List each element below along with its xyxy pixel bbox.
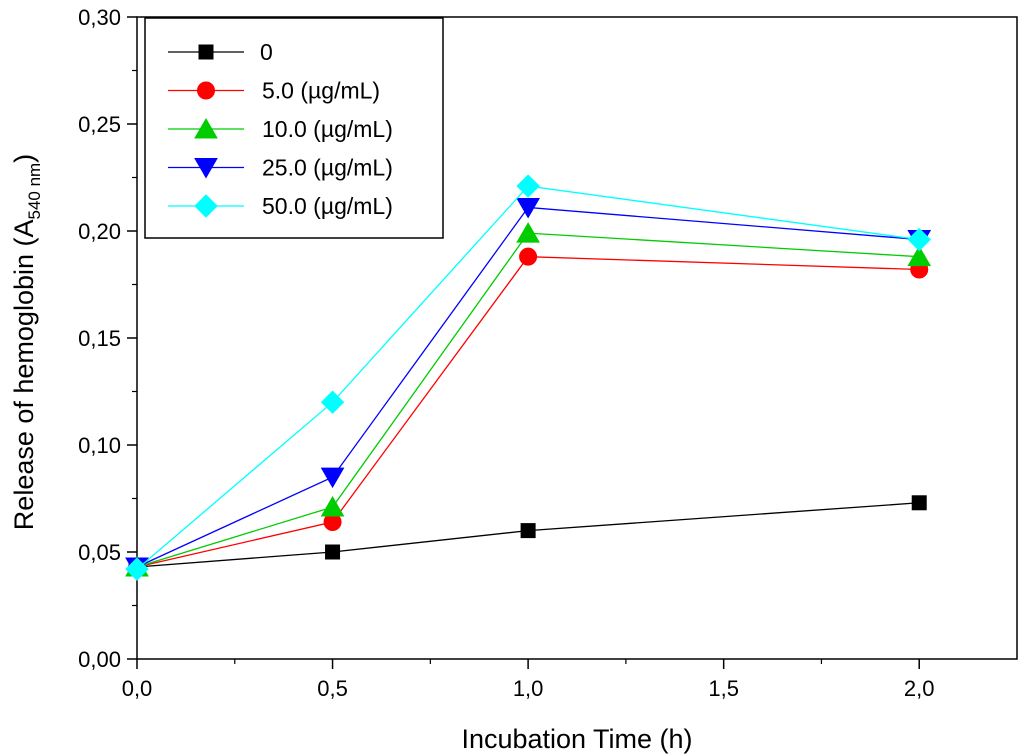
y-tick-label: 0,05: [78, 540, 121, 565]
series-line: [136, 185, 920, 570]
data-point: [325, 544, 341, 560]
data-point: [516, 174, 540, 198]
series-0: [129, 495, 927, 575]
legend-label: 5.0 (µg/mL): [262, 78, 380, 104]
data-point: [516, 197, 540, 219]
data-point: [520, 523, 536, 539]
data-point: [320, 390, 345, 414]
legend-marker: [194, 118, 218, 139]
x-tick-label: 0,0: [122, 676, 153, 701]
y-tick-label: 0,30: [78, 5, 121, 30]
legend-item: 50.0 (µg/mL): [168, 193, 393, 219]
y-tick-label: 0,00: [78, 647, 121, 672]
series-line: [136, 232, 920, 568]
x-tick-label: 0,5: [317, 676, 348, 701]
x-tick-label: 2,0: [904, 676, 935, 701]
legend-label: 0: [260, 39, 273, 65]
data-point: [911, 495, 927, 511]
legend-marker: [194, 158, 218, 179]
series-2: [125, 222, 932, 577]
y-tick-label: 0,20: [78, 219, 121, 244]
series-line: [136, 502, 920, 568]
data-point: [519, 247, 538, 266]
data-point: [907, 245, 932, 267]
legend-item: 0: [168, 39, 273, 65]
y-axis-title-close: ): [9, 154, 39, 163]
x-tick-label: 1,5: [708, 676, 739, 701]
data-point: [320, 467, 345, 489]
legend-marker: [198, 44, 214, 60]
legend-item: 5.0 (µg/mL): [168, 78, 380, 104]
y-tick-label: 0,10: [78, 433, 121, 458]
x-tick-label: 1,0: [513, 676, 544, 701]
data-point: [516, 222, 540, 243]
legend-label: 25.0 (µg/mL): [262, 155, 393, 181]
y-axis-title: Release of hemoglobin (A540 nm): [9, 154, 44, 530]
series-layer: [125, 174, 932, 581]
y-tick-label: 0,25: [78, 112, 121, 137]
legend: 0 5.0 (µg/mL) 10.0 (µg/mL) 25.0 (µg/mL) 50.0…: [144, 17, 444, 239]
y-axis-title-sub: 540 nm: [25, 163, 44, 220]
legend-box: [144, 17, 444, 239]
y-axis-title-main: Release of hemoglobin (A: [9, 220, 39, 531]
series-line: [136, 206, 920, 568]
x-axis-title: Incubation Time (h): [461, 724, 692, 754]
legend-label: 50.0 (µg/mL): [262, 193, 393, 219]
data-point: [907, 227, 931, 252]
legend-label: 10.0 (µg/mL): [262, 116, 393, 142]
y-axis-ticks: 0,00 0,05 0,10 0,15 0,20 0,25 0,30: [78, 5, 137, 672]
series-4: [125, 174, 931, 581]
legend-marker: [197, 81, 215, 100]
data-point: [125, 557, 149, 581]
x-axis-ticks: 0,0 0,5 1,0 1,5 2,0: [122, 659, 935, 701]
data-point: [320, 496, 345, 517]
legend-marker: [194, 194, 218, 218]
y-tick-label: 0,15: [78, 326, 121, 351]
series-line: [136, 256, 920, 568]
legend-item: 10.0 (µg/mL): [168, 116, 393, 142]
legend-item: 25.0 (µg/mL): [168, 155, 393, 181]
